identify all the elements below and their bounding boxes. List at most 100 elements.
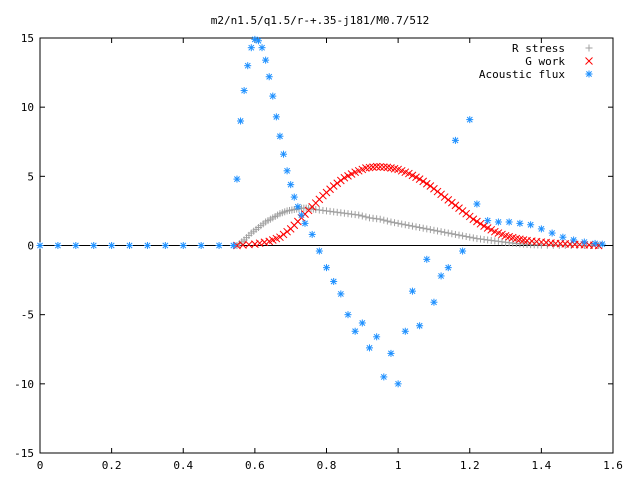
g-work-point xyxy=(405,169,413,178)
acoustic-flux-point xyxy=(580,238,588,246)
g-work-point xyxy=(433,187,442,196)
y-tick-label: 5 xyxy=(27,170,34,183)
acoustic-flux-point xyxy=(294,203,302,211)
series-3 xyxy=(36,35,606,388)
acoustic-flux-point xyxy=(351,327,359,335)
acoustic-flux-point xyxy=(272,113,280,121)
r-stress-point xyxy=(437,228,445,236)
acoustic-flux-point xyxy=(466,116,474,124)
acoustic-flux-point xyxy=(416,322,424,330)
x-tick-label: 0.8 xyxy=(317,459,337,472)
acoustic-flux-point xyxy=(308,230,316,238)
g-work-point xyxy=(408,171,417,180)
g-work-point xyxy=(444,195,453,204)
g-work-point xyxy=(279,230,288,239)
acoustic-flux-point xyxy=(229,242,237,249)
r-stress-point xyxy=(573,242,581,249)
acoustic-flux-point xyxy=(373,333,381,341)
g-work-point xyxy=(336,176,345,185)
g-work-point xyxy=(245,240,253,249)
legend-marker-1 xyxy=(585,44,593,52)
legend-markers xyxy=(585,44,593,78)
acoustic-flux-point xyxy=(484,217,492,225)
g-work-point xyxy=(347,170,356,178)
acoustic-flux-point xyxy=(494,218,502,226)
x-axis-ticks: 0 0.2 0.4 0.6 0.8 1 1.2 1.4 1.6 xyxy=(37,38,623,472)
y-tick-label: 15 xyxy=(21,32,34,45)
acoustic-flux-point xyxy=(240,87,248,95)
r-stress-point xyxy=(376,215,384,223)
g-work-point xyxy=(333,179,342,188)
g-work-point xyxy=(239,241,247,249)
acoustic-flux-point xyxy=(559,233,567,241)
r-stress-point xyxy=(408,222,416,230)
r-stress-point xyxy=(434,227,442,235)
legend-label-r-stress: R stress xyxy=(512,42,565,55)
acoustic-flux-point xyxy=(179,242,187,249)
g-work-point xyxy=(372,162,381,171)
r-stress-point xyxy=(423,225,431,233)
acoustic-flux-point xyxy=(315,247,323,255)
r-stress-point xyxy=(362,213,370,221)
g-work-point xyxy=(329,182,338,190)
series-2 xyxy=(233,162,603,250)
g-work-point xyxy=(455,204,463,213)
r-stress-point xyxy=(358,212,366,220)
acoustic-flux-point xyxy=(287,181,295,189)
x-tick-label: 1.2 xyxy=(460,459,480,472)
g-work-point xyxy=(415,175,424,183)
r-stress-point xyxy=(455,231,463,239)
acoustic-flux-point xyxy=(394,380,402,388)
r-stress-point xyxy=(401,221,409,229)
acoustic-flux-point xyxy=(297,211,305,219)
acoustic-flux-point xyxy=(283,167,291,175)
acoustic-flux-point xyxy=(54,242,62,249)
g-work-point xyxy=(440,193,449,201)
r-stress-point xyxy=(355,211,363,219)
acoustic-flux-point xyxy=(258,44,266,52)
x-tick-label: 0 xyxy=(37,459,44,472)
g-work-point xyxy=(276,233,284,242)
acoustic-flux-point xyxy=(126,242,134,249)
g-work-point xyxy=(283,227,291,236)
g-work-point xyxy=(419,177,428,186)
acoustic-flux-point xyxy=(570,236,578,244)
r-stress-point xyxy=(416,224,424,232)
legend-marker-2 xyxy=(585,57,593,65)
legend-label-g-work: G work xyxy=(525,55,565,68)
acoustic-flux-point xyxy=(516,219,524,227)
y-axis-ticks: 15 10 5 0 -5 -10 -15 xyxy=(14,32,613,460)
g-work-point xyxy=(465,212,474,221)
g-work-point xyxy=(233,241,241,250)
acoustic-flux-point xyxy=(90,242,98,249)
acoustic-flux-point xyxy=(254,37,262,45)
acoustic-flux-point xyxy=(591,239,599,247)
y-tick-label: -15 xyxy=(14,447,34,460)
x-tick-label: 0.6 xyxy=(245,459,265,472)
r-stress-point xyxy=(451,230,459,238)
acoustic-flux-point xyxy=(451,136,459,144)
g-work-point xyxy=(412,173,420,182)
g-work-point xyxy=(447,198,456,207)
r-stress-point xyxy=(426,226,434,234)
acoustic-flux-point xyxy=(430,298,438,306)
acoustic-flux-point xyxy=(437,272,445,280)
acoustic-flux-point xyxy=(365,344,373,352)
acoustic-flux-point xyxy=(330,277,338,285)
g-work-point xyxy=(422,179,431,188)
g-work-point xyxy=(458,207,467,215)
acoustic-flux-point xyxy=(215,242,223,249)
g-work-point xyxy=(376,163,385,171)
g-work-point xyxy=(473,217,481,226)
acoustic-flux-point xyxy=(143,242,151,249)
r-stress-point xyxy=(387,218,395,226)
g-work-point xyxy=(251,240,259,248)
acoustic-flux-point xyxy=(473,200,481,208)
acoustic-flux-point xyxy=(233,175,241,183)
r-stress-point xyxy=(444,229,452,237)
r-stress-point xyxy=(405,221,413,229)
acoustic-flux-point xyxy=(337,290,345,298)
y-tick-label: -5 xyxy=(21,309,34,322)
acoustic-flux-point xyxy=(505,218,513,226)
x-tick-label: 1.4 xyxy=(531,459,551,472)
